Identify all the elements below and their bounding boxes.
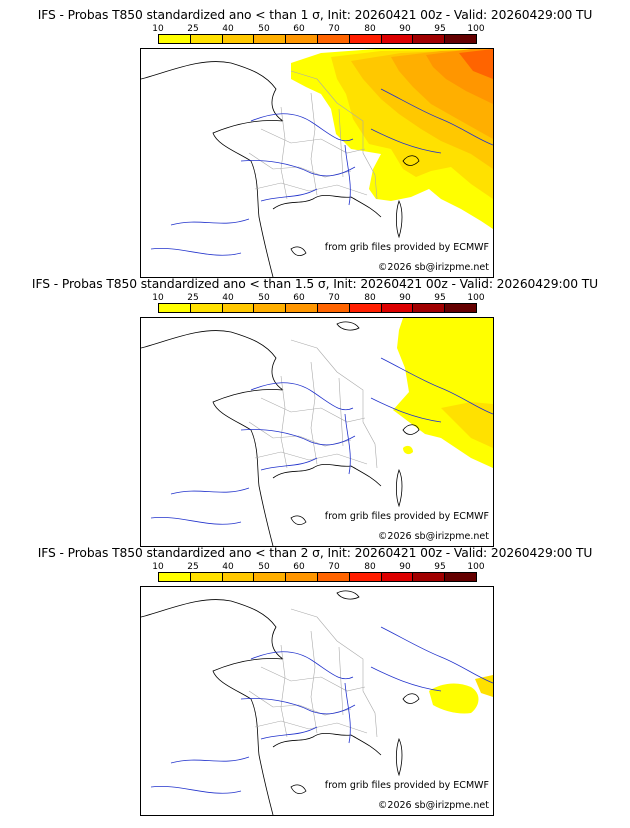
rivers (150, 88, 493, 256)
scale-label: 25 (187, 293, 199, 303)
scale-label: 95 (434, 24, 446, 34)
probability-shading (429, 675, 493, 714)
scale-swatch (445, 573, 476, 581)
scale-swatch (286, 304, 318, 312)
probability-shading (393, 318, 493, 468)
scale-swatch (254, 573, 287, 581)
rivers (150, 626, 493, 794)
scale-swatch (286, 35, 318, 43)
color-scale-labels: 10 25 40 50 60 70 80 90 95 100 (152, 562, 484, 572)
map-canvas (141, 318, 493, 546)
source-credit: from grib files provided by ECMWF (324, 780, 489, 791)
color-scale-bar (158, 303, 477, 313)
scale-swatch (413, 573, 446, 581)
scale-label: 40 (222, 293, 234, 303)
source-credit: from grib files provided by ECMWF (324, 511, 489, 522)
scale-swatch (317, 573, 350, 581)
scale-label: 50 (258, 293, 270, 303)
coastlines (141, 61, 420, 277)
scale-label: 60 (293, 562, 305, 572)
scale-label: 95 (434, 293, 446, 303)
probability-map: from grib files provided by ECMWF ©2026 … (140, 586, 494, 816)
scale-label: 50 (258, 562, 270, 572)
scale-swatch (413, 304, 446, 312)
scale-swatch (254, 35, 287, 43)
color-scale-bar (158, 34, 477, 44)
scale-swatch (190, 573, 223, 581)
scale-label: 60 (293, 24, 305, 34)
scale-swatch (159, 35, 191, 43)
scale-swatch (317, 304, 350, 312)
scale-swatch (349, 35, 382, 43)
admin-boundaries (248, 339, 378, 469)
scale-label: 100 (467, 562, 485, 572)
scale-label: 80 (364, 293, 376, 303)
map-canvas (141, 49, 493, 277)
scale-swatch (445, 304, 476, 312)
scale-swatch (317, 35, 350, 43)
scale-label: 10 (152, 293, 164, 303)
map-canvas (141, 590, 493, 815)
scale-swatch (254, 304, 287, 312)
scale-label: 60 (293, 293, 305, 303)
copyright-credit: ©2026 sb@irizpme.net (377, 800, 489, 811)
scale-label: 25 (187, 562, 199, 572)
source-credit: from grib files provided by ECMWF (324, 242, 489, 253)
scale-swatch (159, 573, 191, 581)
scale-swatch (381, 304, 414, 312)
scale-label: 70 (328, 24, 340, 34)
scale-swatch (381, 35, 414, 43)
scale-swatch (222, 573, 255, 581)
probability-map: from grib files provided by ECMWF ©2026 … (140, 317, 494, 547)
copyright-credit: ©2026 sb@irizpme.net (377, 531, 489, 542)
scale-swatch (190, 304, 223, 312)
scale-label: 10 (152, 562, 164, 572)
color-scale-bar (158, 572, 477, 582)
scale-swatch (159, 304, 191, 312)
scale-label: 10 (152, 24, 164, 34)
copyright-credit: ©2026 sb@irizpme.net (377, 262, 489, 273)
coastlines (141, 321, 420, 546)
scale-label: 100 (467, 293, 485, 303)
scale-swatch (349, 573, 382, 581)
scale-label: 90 (399, 24, 411, 34)
panel-title: IFS - Probas T850 standardized ano < tha… (37, 8, 593, 22)
scale-label: 95 (434, 562, 446, 572)
probability-map: from grib files provided by ECMWF ©2026 … (140, 48, 494, 278)
scale-swatch (349, 304, 382, 312)
scale-label: 100 (467, 24, 485, 34)
scale-label: 90 (399, 562, 411, 572)
scale-label: 25 (187, 24, 199, 34)
map-panel-3: IFS - Probas T850 standardized ano < tha… (0, 546, 630, 816)
coastlines (141, 590, 420, 815)
scale-swatch (445, 35, 476, 43)
panel-title: IFS - Probas T850 standardized ano < tha… (31, 277, 599, 291)
rivers (150, 357, 493, 525)
scale-label: 80 (364, 24, 376, 34)
scale-label: 90 (399, 293, 411, 303)
scale-swatch (413, 35, 446, 43)
scale-label: 80 (364, 562, 376, 572)
scale-swatch (222, 35, 255, 43)
scale-swatch (381, 573, 414, 581)
scale-label: 40 (222, 24, 234, 34)
scale-swatch (286, 573, 318, 581)
scale-label: 70 (328, 293, 340, 303)
panel-title: IFS - Probas T850 standardized ano < tha… (37, 546, 593, 560)
scale-swatch (190, 35, 223, 43)
scale-label: 70 (328, 562, 340, 572)
scale-label: 40 (222, 562, 234, 572)
color-scale-labels: 10 25 40 50 60 70 80 90 95 100 (152, 293, 484, 303)
admin-boundaries (248, 608, 378, 738)
scale-swatch (222, 304, 255, 312)
scale-label: 50 (258, 24, 270, 34)
map-panel-1: IFS - Probas T850 standardized ano < tha… (0, 8, 630, 278)
admin-boundaries (248, 70, 378, 200)
map-panel-2: IFS - Probas T850 standardized ano < tha… (0, 277, 630, 547)
color-scale-labels: 10 25 40 50 60 70 80 90 95 100 (152, 24, 484, 34)
